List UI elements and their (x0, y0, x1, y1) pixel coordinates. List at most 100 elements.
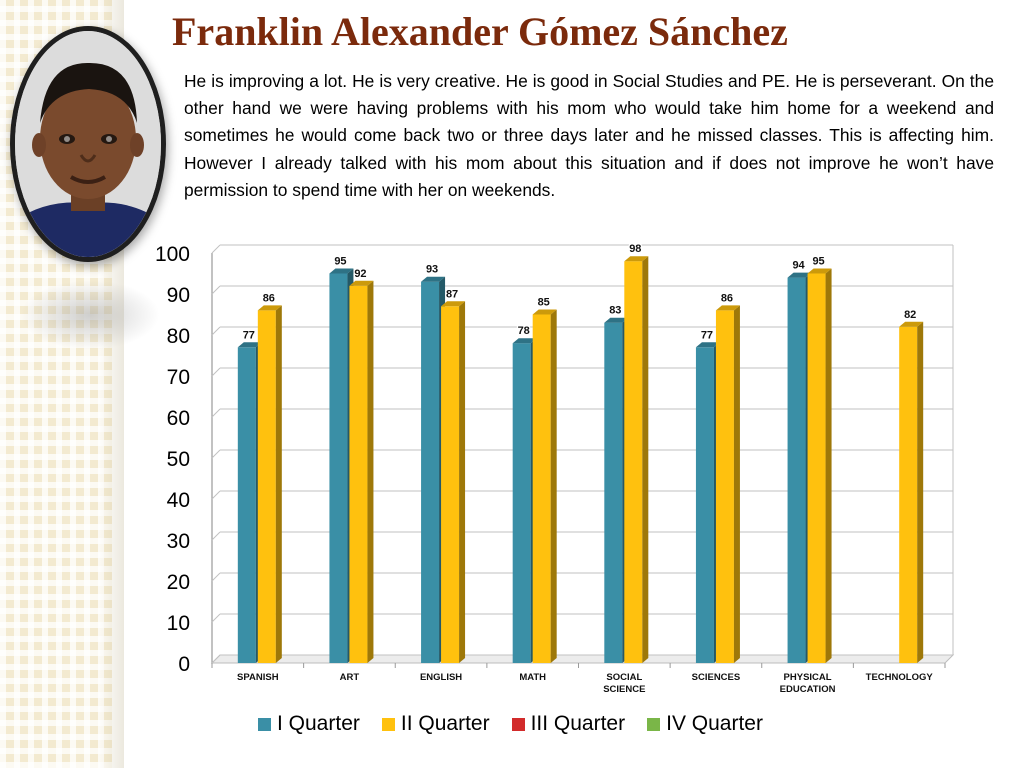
y-tick-label: 90 (167, 284, 190, 307)
x-category-label: SOCIAL (606, 672, 642, 683)
bar-front (512, 343, 531, 663)
bar-front (787, 277, 806, 663)
bar-data-label: 85 (538, 297, 550, 309)
legend-swatch-q4 (647, 717, 661, 731)
y-tick-label: 50 (167, 448, 190, 471)
legend-swatch-q2 (381, 717, 395, 731)
bar-front (715, 310, 734, 663)
student-photo-icon (15, 31, 161, 257)
bar-side (550, 309, 557, 663)
bar-top (329, 268, 354, 274)
page-title: Franklin Alexander Gómez Sánchez (172, 9, 788, 54)
bar-data-label: 93 (426, 264, 438, 276)
y-tick-label: 10 (167, 612, 190, 635)
bar-data-label: 98 (629, 243, 641, 255)
bar-data-label: 86 (721, 292, 733, 304)
bar-top (604, 317, 629, 323)
y-tick-label: 60 (167, 407, 190, 430)
bar-top (715, 305, 740, 311)
bar-side (459, 301, 466, 663)
bar-front (695, 347, 714, 663)
x-category-label: SCIENCE (603, 684, 645, 695)
bar-top (441, 301, 466, 307)
bar-front (899, 326, 918, 663)
legend-swatch-q3 (511, 717, 525, 731)
legend-item-q4: IV Quarter (647, 712, 763, 736)
bar-top (512, 338, 537, 344)
gridline-diagonal (211, 367, 221, 377)
bar-front (441, 306, 460, 663)
gridline-diagonal (211, 531, 221, 541)
gridline-diagonal (211, 449, 221, 459)
gridline-diagonal (211, 654, 221, 664)
bar-data-label: 95 (812, 256, 824, 268)
x-category-label: MATH (519, 672, 546, 683)
gridline-diagonal (211, 490, 221, 500)
bar-side (733, 305, 740, 663)
bar-front (349, 285, 368, 663)
bar-front (421, 281, 440, 663)
legend-item-q3: III Quarter (511, 712, 626, 736)
bar-front (807, 273, 826, 663)
y-tick-label: 80 (167, 325, 190, 348)
bar-front (237, 347, 256, 663)
bar-top (349, 280, 374, 286)
chart-floor (210, 654, 955, 664)
bar-side (642, 256, 649, 663)
bar-top (695, 342, 720, 348)
bar-side (275, 305, 282, 663)
y-tick-label: 30 (167, 530, 190, 553)
bar-data-label: 77 (243, 329, 255, 341)
bar-data-label: 77 (701, 329, 713, 341)
bar-side (825, 268, 832, 663)
bar-front (329, 273, 348, 663)
bar-data-label: 86 (263, 292, 275, 304)
student-description: He is improving a lot. He is very creati… (184, 71, 994, 200)
bar-top (532, 309, 557, 315)
y-tick-label: 40 (167, 489, 190, 512)
y-tick-label: 0 (178, 653, 190, 676)
student-portrait (10, 26, 166, 262)
glow-decoration (20, 280, 160, 350)
bar-top (257, 305, 282, 311)
grades-bar-chart: 0 10 20 30 40 50 60 70 80 90 100 SPANISH ART ENGLISH M… (155, 242, 955, 695)
x-category-label: PHYSICAL (784, 672, 832, 683)
y-tick-label: 100 (155, 243, 190, 266)
gridline-diagonal (211, 572, 221, 582)
bar-data-label: 82 (904, 309, 916, 321)
bar-front (604, 322, 623, 663)
bar-data-label: 92 (354, 268, 366, 280)
bar-front (624, 261, 643, 663)
x-category-label: SCIENCES (692, 672, 741, 683)
legend-item-q1: I Quarter (258, 712, 360, 736)
chart-legend: I Quarter II Quarter III Quarter IV Quar… (258, 712, 763, 736)
gridline-diagonal (211, 244, 221, 254)
bar-data-label: 83 (609, 305, 621, 317)
bar-data-label: 87 (446, 288, 458, 300)
bar-top (624, 256, 649, 262)
x-category-label: SPANISH (237, 672, 279, 683)
x-category-label: TECHNOLOGY (866, 672, 934, 683)
legend-label-q4: IV Quarter (666, 712, 763, 735)
legend-swatch-q1 (258, 717, 271, 731)
gridline-diagonal (211, 613, 221, 623)
bar-top (807, 268, 832, 274)
gridline-diagonal (211, 285, 221, 295)
legend-label-q2: II Quarter (400, 712, 490, 735)
x-category-label: ART (340, 672, 360, 683)
bar-data-label: 78 (518, 325, 530, 337)
bar-top (899, 321, 924, 327)
bar-data-label: 95 (334, 256, 346, 268)
bar-front (532, 314, 551, 663)
bar-side (367, 280, 374, 663)
x-category-label: ENGLISH (420, 672, 462, 683)
legend-label-q3: III Quarter (530, 712, 626, 735)
bar-data-label: 94 (792, 260, 805, 272)
x-category-label: EDUCATION (780, 684, 836, 695)
bar-front (257, 310, 276, 663)
gridline-diagonal (211, 408, 221, 418)
bar-top (237, 342, 262, 348)
bar-top (421, 276, 446, 282)
bar-top (787, 272, 812, 278)
y-tick-label: 70 (167, 366, 190, 389)
